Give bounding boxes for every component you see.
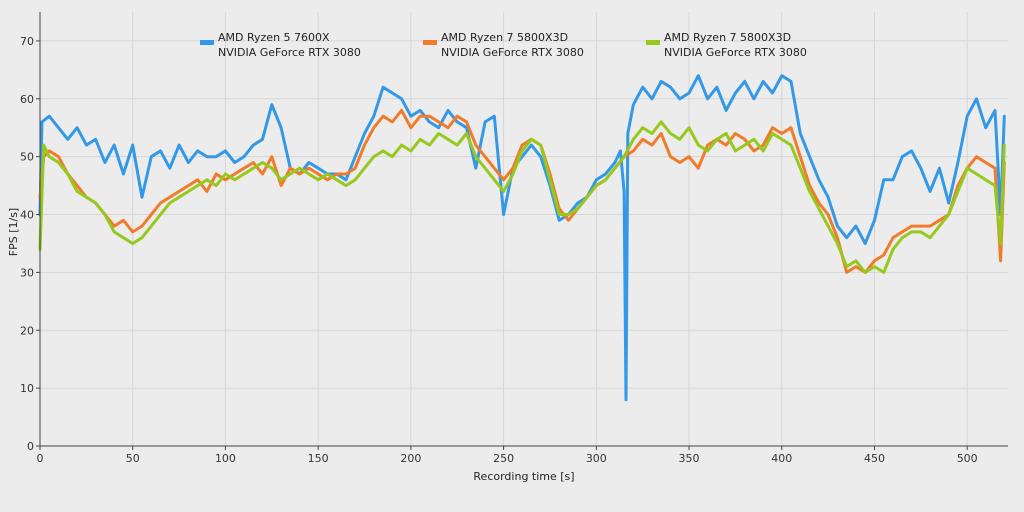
series-line-1 <box>38 74 1006 402</box>
x-tick-label: 350 <box>679 452 700 465</box>
y-tick-label: 0 <box>27 440 34 453</box>
legend-swatch-2 <box>423 40 437 45</box>
series-line-3 <box>38 120 1006 274</box>
legend-item-3: AMD Ryzen 7 5800X3D NVIDIA GeForce RTX 3… <box>646 31 807 59</box>
series-layer <box>38 74 1006 402</box>
y-tick-label: 50 <box>20 151 34 164</box>
y-tick-label: 40 <box>20 209 34 222</box>
axes <box>36 12 1008 450</box>
series-line-2 <box>38 108 1006 274</box>
y-tick-label: 60 <box>20 93 34 106</box>
x-tick-label: 50 <box>126 452 140 465</box>
x-tick-label: 300 <box>586 452 607 465</box>
y-tick-label: 30 <box>20 266 34 279</box>
grid-lines <box>39 12 1008 447</box>
x-tick-label: 150 <box>308 452 329 465</box>
legend-label-2a: AMD Ryzen 7 5800X3D <box>441 31 568 44</box>
legend: AMD Ryzen 5 7600X NVIDIA GeForce RTX 308… <box>200 31 807 59</box>
x-tick-label: 100 <box>215 452 236 465</box>
x-tick-label: 200 <box>400 452 421 465</box>
legend-item-1: AMD Ryzen 5 7600X NVIDIA GeForce RTX 308… <box>200 31 361 59</box>
legend-label-3b: NVIDIA GeForce RTX 3080 <box>664 46 807 59</box>
legend-label-1a: AMD Ryzen 5 7600X <box>218 31 330 44</box>
legend-swatch-1 <box>200 40 214 45</box>
legend-swatch-3 <box>646 40 660 45</box>
legend-label-3a: AMD Ryzen 7 5800X3D <box>664 31 791 44</box>
y-tick-label: 20 <box>20 324 34 337</box>
legend-label-1b: NVIDIA GeForce RTX 3080 <box>218 46 361 59</box>
x-tick-label: 250 <box>493 452 514 465</box>
x-axis-label: Recording time [s] <box>473 470 574 483</box>
x-tick-label: 0 <box>37 452 44 465</box>
x-tick-label: 450 <box>864 452 885 465</box>
tick-labels: 0 50 100 150 200 250 300 350 400 450 500 0 10 20 30 40 5… <box>20 35 978 465</box>
y-tick-label: 10 <box>20 382 34 395</box>
legend-label-2b: NVIDIA GeForce RTX 3080 <box>441 46 584 59</box>
legend-item-2: AMD Ryzen 7 5800X3D NVIDIA GeForce RTX 3… <box>423 31 584 59</box>
x-tick-label: 400 <box>771 452 792 465</box>
y-axis-label: FPS [1/s] <box>7 208 20 256</box>
y-tick-label: 70 <box>20 35 34 48</box>
x-tick-label: 500 <box>957 452 978 465</box>
